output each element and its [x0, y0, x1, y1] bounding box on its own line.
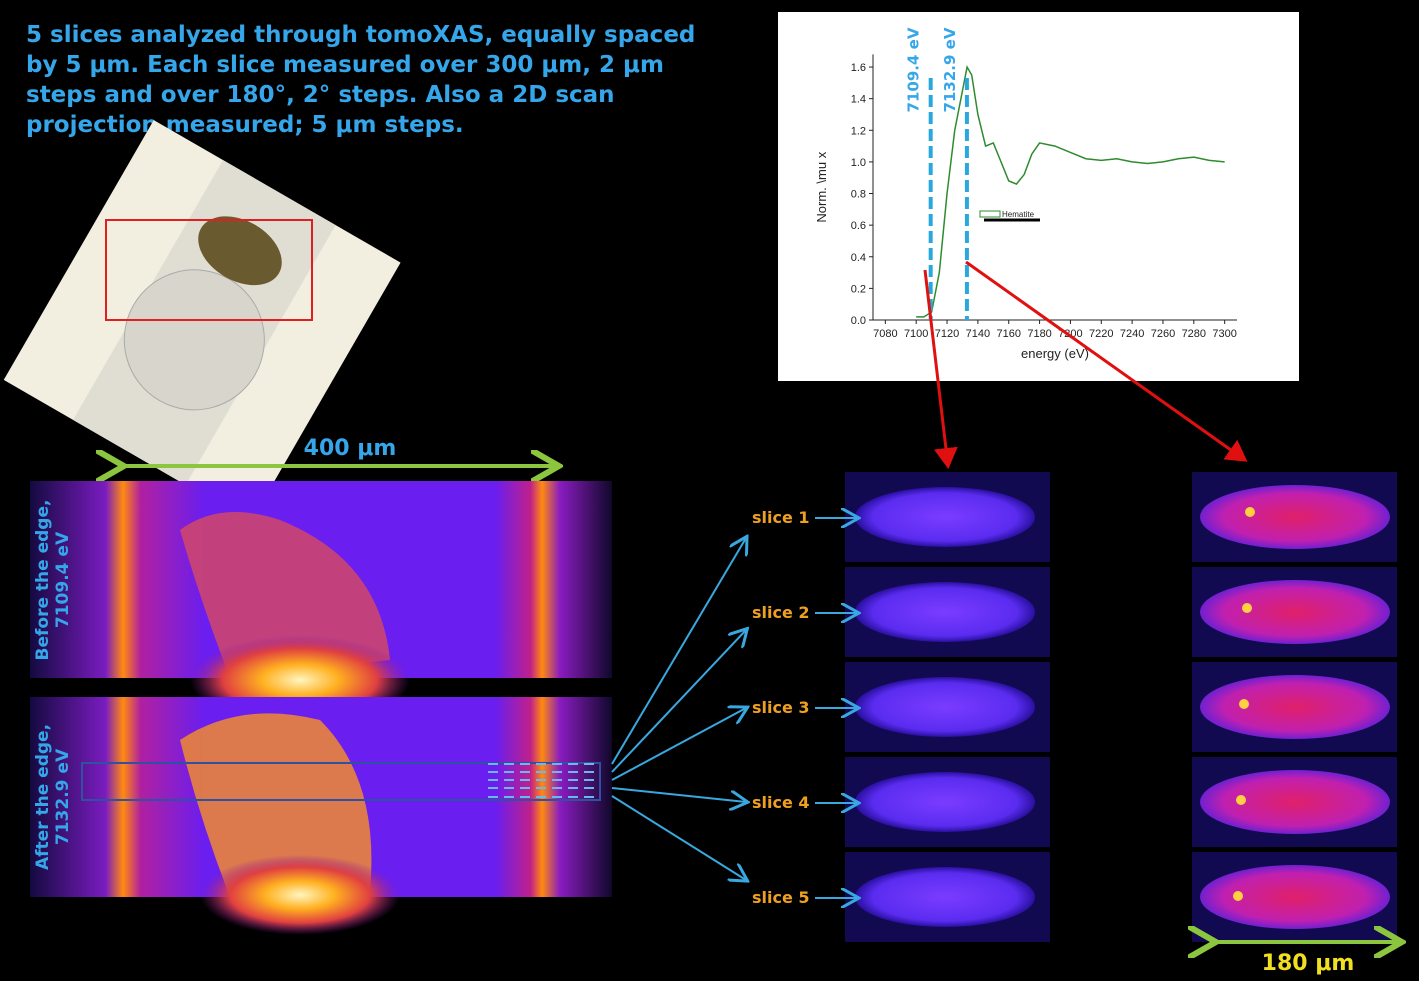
y-tick-label: 0.4: [851, 252, 866, 264]
y-axis-label: Norm. \mu x: [814, 151, 829, 222]
scale-label: 180 μm: [1262, 951, 1355, 976]
y-tick-label: 1.2: [851, 125, 866, 137]
intro: 5 slices analyzed through tomoXAS, equal…: [26, 22, 695, 138]
slice-image: [855, 677, 1035, 737]
x-tick-label: 7280: [1182, 328, 1206, 340]
slice-label: slice 1: [752, 508, 810, 527]
scale-label: 400 μm: [304, 436, 397, 461]
label-line: Before the edge,: [33, 500, 53, 661]
y-tick-label: 0.2: [851, 283, 866, 295]
legend-label: Hematite: [1002, 210, 1035, 219]
projection-before: [30, 481, 612, 725]
x-tick-label: 7120: [935, 328, 959, 340]
slice-image: [1200, 675, 1390, 739]
slice-arrow: [612, 796, 746, 880]
slice-image: [1200, 485, 1390, 549]
x-tick-label: 7220: [1089, 328, 1113, 340]
x-tick-label: 7160: [996, 328, 1020, 340]
slice-image: [855, 867, 1035, 927]
label-line: 7109.4 eV: [53, 531, 73, 628]
slice-image: [1200, 865, 1390, 929]
slice-arrow: [612, 788, 746, 802]
slice-label: slice 2: [752, 603, 810, 622]
intro-line: 5 slices analyzed through tomoXAS, equal…: [26, 22, 695, 48]
hot-spot: [1245, 507, 1255, 517]
slices: slice 1 slice 2 slice 3 slice 4 slice 5: [612, 472, 1397, 942]
x-tick-label: 7240: [1120, 328, 1144, 340]
hot-spot: [1233, 891, 1243, 901]
hot-spot: [1239, 699, 1249, 709]
x-tick-label: 7300: [1212, 328, 1236, 340]
y-tick-label: 0.8: [851, 189, 866, 201]
slice-arrow: [612, 708, 746, 780]
edge-label: 7132.9 eV: [941, 27, 959, 112]
slice-label: slice 5: [752, 888, 810, 907]
y-tick-label: 0.6: [851, 220, 866, 232]
x-tick-label: 7260: [1151, 328, 1175, 340]
hot-spot: [1242, 603, 1252, 613]
y-tick-label: 1.4: [851, 94, 866, 106]
x-tick-label: 7100: [904, 328, 928, 340]
slide: 5 slices analyzed through tomoXAS, equal…: [0, 0, 1419, 981]
sample-photo: [4, 120, 401, 522]
x-tick-label: 7140: [966, 328, 990, 340]
slice-image: [855, 487, 1035, 547]
intro-line: by 5 μm. Each slice measured over 300 μm…: [26, 52, 664, 78]
y-tick-label: 0.0: [851, 315, 866, 327]
legend-swatch: [980, 211, 1000, 217]
x-axis-label: energy (eV): [1021, 346, 1089, 361]
intro-line: projection measured; 5 μm steps.: [26, 112, 464, 138]
slice-label: slice 4: [752, 793, 810, 812]
slice-image: [1200, 770, 1390, 834]
y-tick-label: 1.0: [851, 157, 866, 169]
x-tick-label: 7180: [1027, 328, 1051, 340]
slice-image: [855, 772, 1035, 832]
projection-after: [30, 697, 612, 935]
intro-line: steps and over 180°, 2° steps. Also a 2D…: [26, 82, 615, 108]
y-tick-label: 1.6: [851, 62, 866, 74]
label-line: After the edge,: [33, 724, 53, 870]
edge-label: 7109.4 eV: [905, 27, 923, 112]
label-line: 7132.9 eV: [53, 748, 73, 845]
slice-label: slice 3: [752, 698, 810, 717]
slice-image: [1200, 580, 1390, 644]
slice-image: [855, 582, 1035, 642]
x-tick-label: 7080: [873, 328, 897, 340]
hot-spot: [1236, 795, 1246, 805]
